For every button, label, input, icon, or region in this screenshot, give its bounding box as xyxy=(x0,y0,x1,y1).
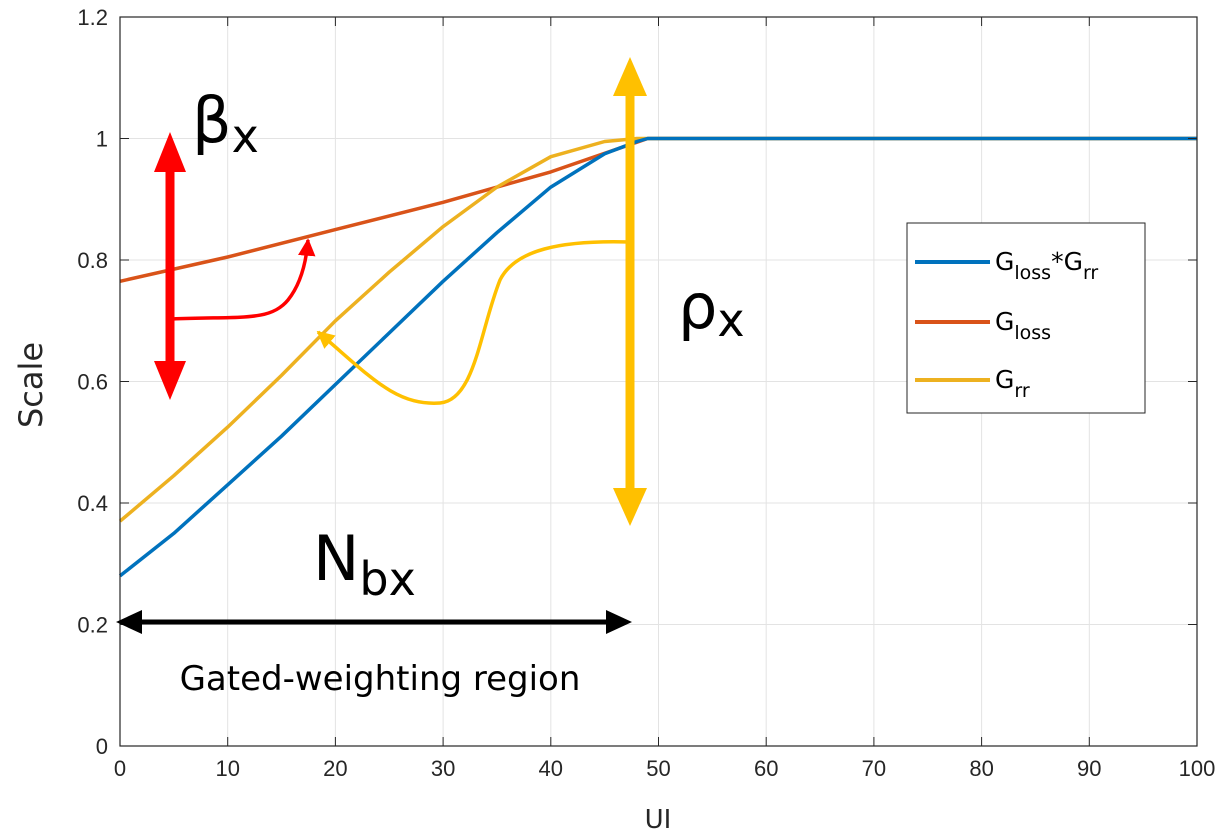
legend-entry-grr: Grr xyxy=(995,365,1030,402)
region-label: Gated-weighting region xyxy=(180,659,581,699)
region-arrow xyxy=(116,610,632,634)
x-tick-label: 0 xyxy=(114,756,126,781)
y-tick-label: 1.2 xyxy=(77,5,108,30)
y-tick-label: 0 xyxy=(96,734,108,759)
x-axis-label: UI xyxy=(645,805,672,835)
x-tick-label: 70 xyxy=(862,756,886,781)
y-tick-label: 0.2 xyxy=(77,613,108,638)
beta-label: βx xyxy=(192,84,259,163)
y-tick-label: 0.6 xyxy=(77,370,108,395)
beta-curve-arrow xyxy=(171,238,316,321)
y-tick-label: 0.8 xyxy=(77,248,108,273)
y-axis-label: Scale xyxy=(12,342,50,428)
x-tick-label: 30 xyxy=(431,756,455,781)
ticks: 0 10 20 30 40 50 60 70 80 90 100 0 0.2 0.4 0.6 0.8 1 1.2 xyxy=(77,5,1215,781)
rho-curve-arrow xyxy=(316,240,631,405)
beta-arrow xyxy=(154,132,186,400)
x-tick-label: 50 xyxy=(646,756,670,781)
x-tick-label: 20 xyxy=(323,756,347,781)
x-tick-label: 40 xyxy=(539,756,563,781)
legend-entry-gloss: Gloss xyxy=(995,307,1051,344)
series-layer xyxy=(118,136,1197,578)
x-tick-label: 100 xyxy=(1179,756,1216,781)
x-tick-label: 80 xyxy=(969,756,993,781)
legend-entry-gloss-grr: Gloss*Grr xyxy=(995,247,1098,284)
series-line-0 xyxy=(118,136,1197,578)
legend: Gloss*Grr Gloss Grr xyxy=(906,222,1146,414)
y-tick-label: 1 xyxy=(96,127,108,152)
y-tick-label: 0.4 xyxy=(77,491,108,516)
x-tick-label: 90 xyxy=(1077,756,1101,781)
x-tick-label: 10 xyxy=(215,756,239,781)
nbx-label: Nbx xyxy=(313,522,416,606)
rho-arrow xyxy=(613,57,647,526)
rho-label: ρx xyxy=(678,270,745,347)
x-tick-label: 60 xyxy=(754,756,778,781)
